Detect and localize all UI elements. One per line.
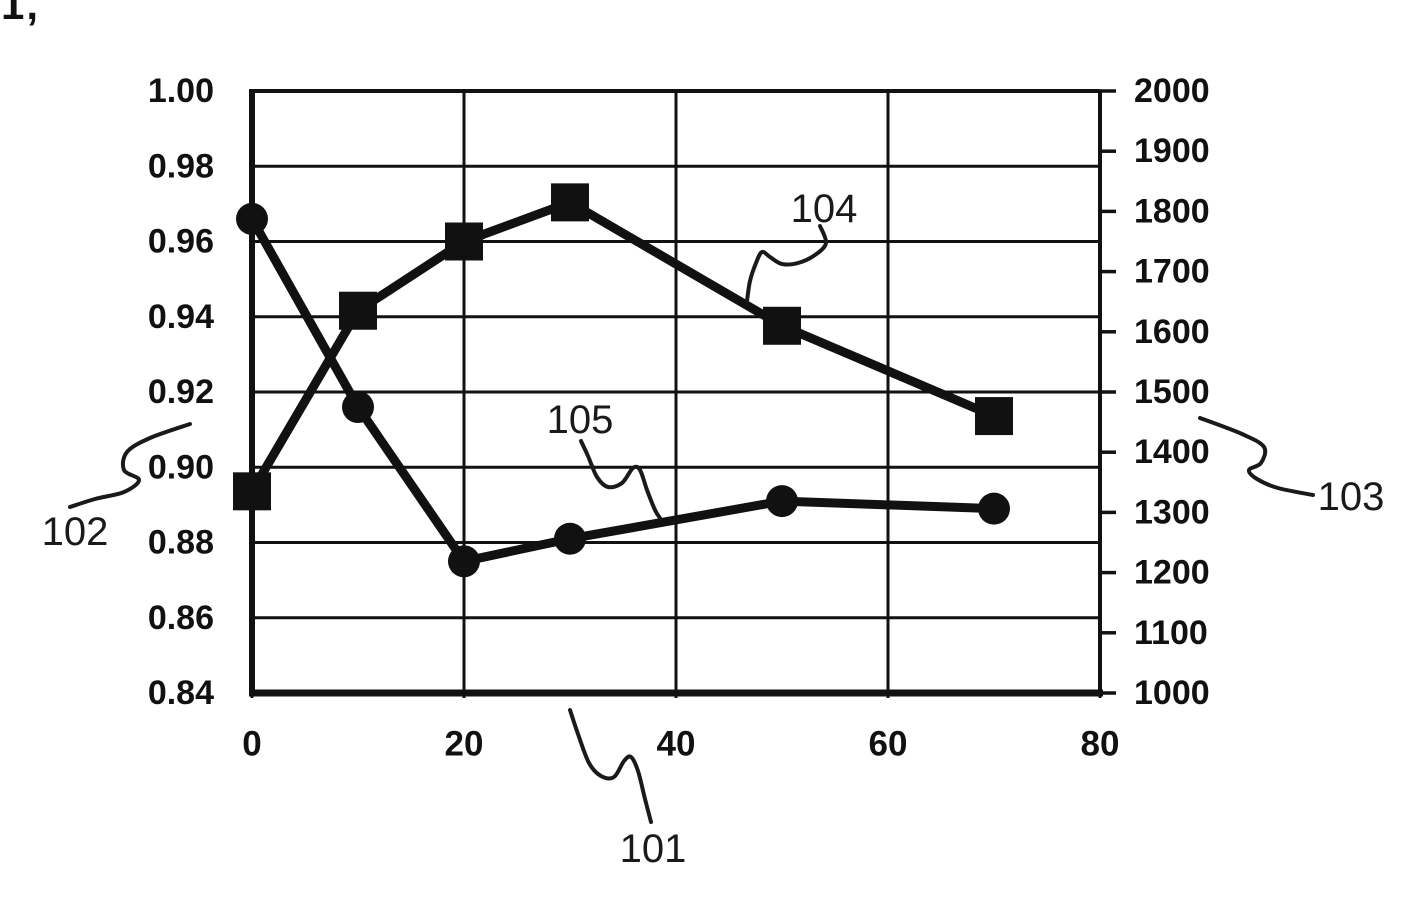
- circle-marker: [554, 522, 586, 555]
- left-axis-tick-label: 0.90: [148, 448, 214, 486]
- left-axis-tick-label: 0.94: [148, 298, 214, 336]
- x-axis-tick-label: 0: [242, 725, 261, 764]
- square-marker: [763, 306, 801, 345]
- right-axis-tick-label: 1300: [1134, 493, 1210, 531]
- callout-104-label: 104: [791, 187, 858, 231]
- left-axis-tick-label: 0.86: [148, 599, 214, 637]
- left-axis-tick-label: 0.92: [148, 373, 214, 411]
- callout-102-leader: [68, 422, 192, 509]
- circle-marker: [342, 391, 374, 424]
- left-axis-tick-label: 0.96: [148, 223, 214, 261]
- circle-series-line: [247, 214, 999, 566]
- circle-marker: [766, 485, 798, 518]
- square-marker: [233, 472, 271, 511]
- left-axis-tick-labels: 1.00 0.98 0.96 0.94 0.92 0.90 0.88 0.86 0.84: [148, 72, 214, 712]
- callout-105: 105: [547, 398, 662, 520]
- callout-101-leader: [568, 708, 653, 824]
- left-axis-tick-label: 0.84: [148, 674, 214, 712]
- left-axis-tick-label: 1.00: [148, 72, 214, 110]
- x-axis-tick-label: 60: [869, 725, 908, 764]
- right-axis-tick-label: 1600: [1134, 313, 1210, 351]
- series-circle: [236, 202, 1010, 578]
- callout-104-leader: [745, 224, 829, 303]
- square-marker: [445, 222, 483, 261]
- callout-102-label: 102: [42, 510, 109, 554]
- square-series-line: [247, 197, 999, 496]
- right-axis-tick-label: 1100: [1134, 614, 1208, 652]
- callout-101: 101: [568, 708, 687, 871]
- callout-103-label: 103: [1318, 475, 1385, 519]
- right-axis-tick-labels: 2000 1900 1800 1700 1600 1500 1400 1300 1200 1100…: [1100, 72, 1210, 712]
- corner-page-fragment: 1,: [1, 0, 41, 28]
- callout-105-leader: [579, 439, 662, 520]
- callout-101-label: 101: [620, 827, 687, 871]
- gridlines: [250, 89, 1102, 698]
- callout-103: 103: [1198, 416, 1385, 519]
- x-axis-tick-label: 80: [1081, 725, 1120, 764]
- circle-marker: [978, 492, 1010, 525]
- right-axis-tick-label: 1500: [1134, 373, 1210, 411]
- callout-105-label: 105: [547, 398, 614, 442]
- callout-102: 102: [42, 422, 192, 554]
- circle-marker: [448, 545, 480, 578]
- right-axis-tick-label: 1200: [1134, 554, 1210, 592]
- circle-marker: [236, 202, 268, 235]
- right-axis-tick-label: 1800: [1134, 192, 1210, 230]
- callout-103-leader: [1198, 416, 1315, 497]
- series-square: [233, 183, 1013, 511]
- right-axis-tick-label: 1900: [1134, 132, 1210, 170]
- left-axis-tick-label: 0.98: [148, 147, 214, 185]
- right-axis-tick-label: 2000: [1134, 72, 1210, 110]
- square-marker: [975, 397, 1013, 436]
- left-axis-tick-label: 0.88: [148, 524, 214, 562]
- right-axis-tick-label: 1400: [1134, 433, 1210, 471]
- square-marker: [339, 291, 377, 330]
- right-axis-tick-label: 1000: [1134, 674, 1210, 712]
- x-axis-tick-label: 20: [445, 725, 484, 764]
- right-axis-tick-label: 1700: [1134, 253, 1210, 291]
- callout-104: 104: [745, 187, 858, 303]
- x-axis-tick-labels: 0 20 40 60 80: [242, 725, 1119, 764]
- square-marker: [551, 183, 589, 222]
- x-axis-tick-label: 40: [657, 725, 696, 764]
